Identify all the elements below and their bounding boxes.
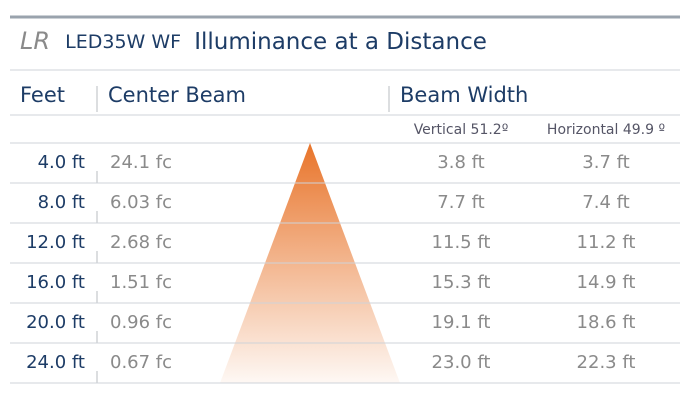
column-header: Feet — [20, 83, 65, 107]
cell: 4.0 ft — [38, 152, 85, 173]
subcolumn-header: Horizontal 49.9 º — [547, 122, 665, 138]
cell: 2.68 fc — [110, 232, 172, 253]
cell: 7.7 ft — [437, 192, 484, 213]
cell: 7.4 ft — [582, 192, 629, 213]
title: LR LED35W WF Illuminance at a Distance — [20, 27, 487, 55]
cell: 0.96 fc — [110, 312, 172, 333]
cell: 0.67 fc — [110, 352, 172, 373]
cell: 16.0 ft — [26, 272, 85, 293]
cell: 23.0 ft — [432, 352, 491, 373]
cell: 18.6 ft — [577, 312, 636, 333]
cell: 22.3 ft — [577, 352, 636, 373]
cell: 6.03 fc — [110, 192, 172, 213]
cell: 14.9 ft — [577, 272, 636, 293]
rows: 4.0 ft 24.1 fc 3.8 ft 3.7 ft 8.0 ft 6.03 fc 7.… — [10, 152, 680, 384]
title-model: LED35W WF — [65, 31, 181, 53]
subcolumn-header: Vertical 51.2º — [414, 122, 509, 138]
cell: 11.5 ft — [432, 232, 491, 253]
title-prefix: LR — [20, 27, 50, 55]
column-header: Beam Width — [400, 83, 528, 107]
cell: 20.0 ft — [26, 312, 85, 333]
cell: 11.2 ft — [577, 232, 636, 253]
cell: 1.51 fc — [110, 272, 172, 293]
cell: 3.7 ft — [582, 152, 629, 173]
cell: 8.0 ft — [38, 192, 85, 213]
cell: 12.0 ft — [26, 232, 85, 253]
title-text: Illuminance at a Distance — [194, 29, 487, 55]
cell: 24.0 ft — [26, 352, 85, 373]
column-header: Center Beam — [108, 83, 246, 107]
cell: 24.1 fc — [110, 152, 172, 173]
cell: 15.3 ft — [432, 272, 491, 293]
cell: 19.1 ft — [432, 312, 491, 333]
cell: 3.8 ft — [437, 152, 484, 173]
